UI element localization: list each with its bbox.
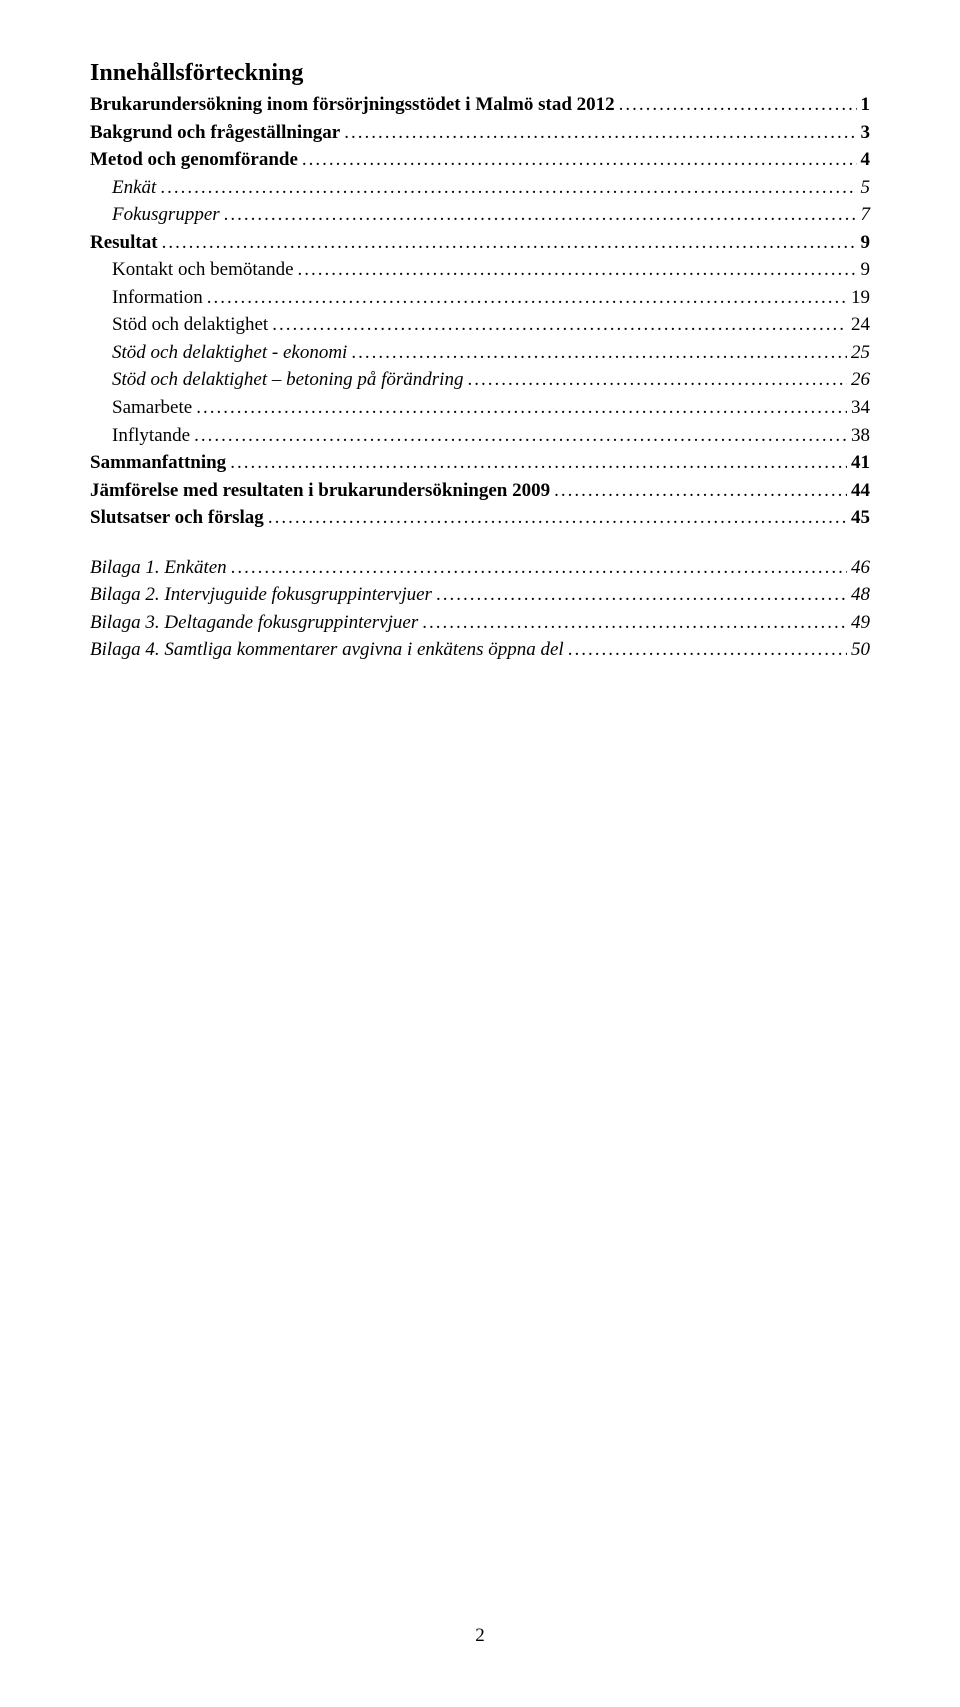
toc-entry: Stöd och delaktighet - ekonomi 25 bbox=[90, 339, 870, 367]
toc-entry-label: Resultat bbox=[90, 229, 158, 257]
toc-entry: Kontakt och bemötande 9 bbox=[90, 256, 870, 284]
toc-leader-dots bbox=[467, 366, 847, 394]
toc-entry-page: 25 bbox=[851, 339, 870, 367]
toc-leader-dots bbox=[436, 581, 847, 609]
toc-entry: Bilaga 4. Samtliga kommentarer avgivna i… bbox=[90, 636, 870, 664]
toc-leader-dots bbox=[344, 119, 856, 147]
toc-entry-label: Bilaga 4. Samtliga kommentarer avgivna i… bbox=[90, 636, 564, 664]
page-number: 2 bbox=[0, 1625, 960, 1647]
toc-entry-page: 34 bbox=[851, 394, 870, 422]
toc-container: Brukarundersökning inom försörjningsstöd… bbox=[90, 91, 870, 664]
toc-entry: Jämförelse med resultaten i brukarunders… bbox=[90, 477, 870, 505]
toc-entry-page: 5 bbox=[861, 174, 871, 202]
toc-entry: Inflytande 38 bbox=[90, 422, 870, 450]
toc-entry-page: 9 bbox=[861, 229, 871, 257]
toc-entry-label: Information bbox=[112, 284, 203, 312]
toc-entry: Stöd och delaktighet – betoning på förän… bbox=[90, 366, 870, 394]
toc-entry-page: 41 bbox=[851, 449, 870, 477]
toc-leader-dots bbox=[351, 339, 847, 367]
toc-leader-dots bbox=[207, 284, 847, 312]
toc-entry-label: Kontakt och bemötande bbox=[112, 256, 294, 284]
toc-entry-label: Samarbete bbox=[112, 394, 192, 422]
toc-leader-dots bbox=[268, 504, 847, 532]
toc-leader-dots bbox=[160, 174, 856, 202]
toc-leader-dots bbox=[162, 229, 857, 257]
toc-entry-page: 45 bbox=[851, 504, 870, 532]
toc-entry-page: 24 bbox=[851, 311, 870, 339]
toc-leader-dots bbox=[568, 636, 847, 664]
toc-entry-page: 19 bbox=[851, 284, 870, 312]
toc-entry-label: Bilaga 2. Intervjuguide fokusgruppinterv… bbox=[90, 581, 432, 609]
toc-entry-label: Stöd och delaktighet – betoning på förän… bbox=[112, 366, 463, 394]
toc-entry-label: Bilaga 3. Deltagande fokusgruppintervjue… bbox=[90, 609, 418, 637]
toc-entry-label: Enkät bbox=[112, 174, 156, 202]
toc-entry-label: Bakgrund och frågeställningar bbox=[90, 119, 340, 147]
toc-leader-dots bbox=[554, 477, 847, 505]
toc-leader-dots bbox=[224, 201, 857, 229]
toc-leader-dots bbox=[619, 91, 857, 119]
toc-entry: Sammanfattning 41 bbox=[90, 449, 870, 477]
toc-entry: Brukarundersökning inom försörjningsstöd… bbox=[90, 91, 870, 119]
toc-entry-label: Jämförelse med resultaten i brukarunders… bbox=[90, 477, 550, 505]
toc-leader-dots bbox=[231, 554, 847, 582]
toc-entry-label: Fokusgrupper bbox=[112, 201, 220, 229]
toc-entry-page: 3 bbox=[861, 119, 871, 147]
toc-entry: Fokusgrupper 7 bbox=[90, 201, 870, 229]
toc-entry-page: 9 bbox=[861, 256, 871, 284]
toc-leader-dots bbox=[422, 609, 847, 637]
toc-entry-label: Brukarundersökning inom försörjningsstöd… bbox=[90, 91, 615, 119]
toc-entry-label: Sammanfattning bbox=[90, 449, 226, 477]
toc-entry: Enkät 5 bbox=[90, 174, 870, 202]
toc-entry-label: Stöd och delaktighet bbox=[112, 311, 268, 339]
toc-entry-page: 50 bbox=[851, 636, 870, 664]
toc-entry: Resultat 9 bbox=[90, 229, 870, 257]
toc-entry: Information 19 bbox=[90, 284, 870, 312]
toc-leader-dots bbox=[302, 146, 857, 174]
toc-leader-dots bbox=[272, 311, 847, 339]
toc-entry-page: 49 bbox=[851, 609, 870, 637]
toc-entry: Stöd och delaktighet 24 bbox=[90, 311, 870, 339]
toc-entry-page: 44 bbox=[851, 477, 870, 505]
toc-entry-page: 38 bbox=[851, 422, 870, 450]
toc-entry-page: 48 bbox=[851, 581, 870, 609]
toc-entry-label: Bilaga 1. Enkäten bbox=[90, 554, 227, 582]
toc-entry: Metod och genomförande 4 bbox=[90, 146, 870, 174]
toc-entry-label: Slutsatser och förslag bbox=[90, 504, 264, 532]
toc-leader-dots bbox=[298, 256, 857, 284]
toc-entry: Bakgrund och frågeställningar 3 bbox=[90, 119, 870, 147]
toc-entry: Bilaga 1. Enkäten 46 bbox=[90, 554, 870, 582]
toc-leader-dots bbox=[194, 422, 847, 450]
toc-entry-label: Inflytande bbox=[112, 422, 190, 450]
toc-entry: Bilaga 3. Deltagande fokusgruppintervjue… bbox=[90, 609, 870, 637]
toc-entry: Slutsatser och förslag 45 bbox=[90, 504, 870, 532]
toc-leader-dots bbox=[230, 449, 847, 477]
toc-entry: Samarbete 34 bbox=[90, 394, 870, 422]
toc-entry-page: 4 bbox=[861, 146, 871, 174]
toc-entry-page: 46 bbox=[851, 554, 870, 582]
toc-entry-page: 7 bbox=[861, 201, 871, 229]
toc-title: Innehållsförteckning bbox=[90, 60, 870, 87]
toc-entry: Bilaga 2. Intervjuguide fokusgruppinterv… bbox=[90, 581, 870, 609]
toc-entry-page: 26 bbox=[851, 366, 870, 394]
toc-leader-dots bbox=[196, 394, 847, 422]
toc-entry-label: Metod och genomförande bbox=[90, 146, 298, 174]
toc-entry-label: Stöd och delaktighet - ekonomi bbox=[112, 339, 347, 367]
toc-entry-page: 1 bbox=[861, 91, 871, 119]
